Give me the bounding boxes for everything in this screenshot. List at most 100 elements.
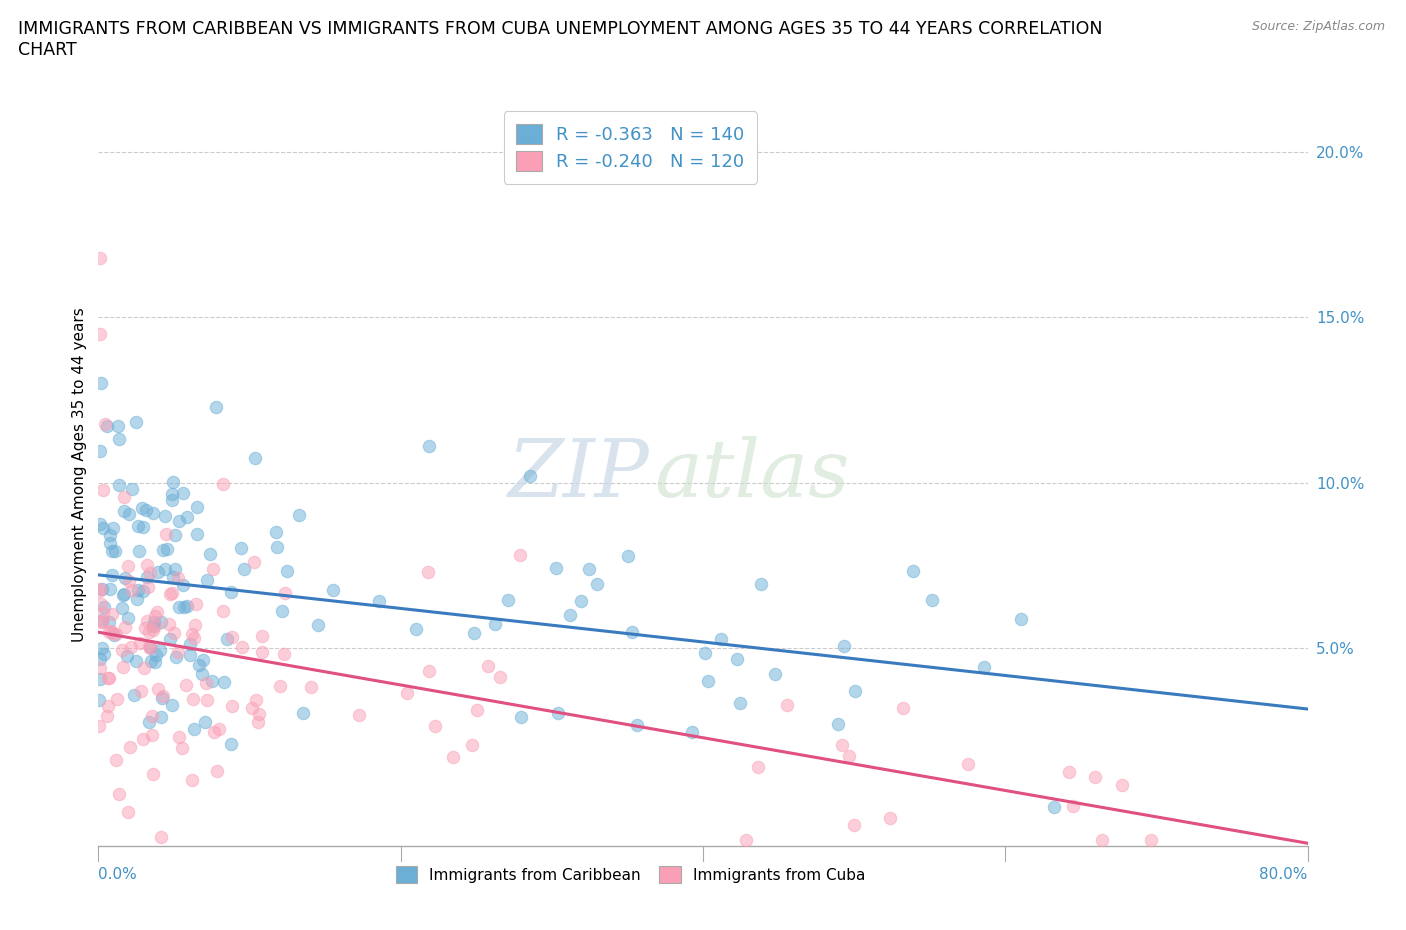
Point	[139, 654, 162, 669]
Point	[172, 578, 194, 592]
Point	[91, 613, 114, 628]
Point	[212, 477, 235, 492]
Point	[176, 677, 198, 692]
Point	[107, 432, 129, 446]
Point	[167, 513, 190, 528]
Point	[105, 626, 128, 641]
Point	[921, 592, 943, 607]
Point	[127, 591, 149, 606]
Point	[141, 727, 163, 742]
Point	[725, 651, 748, 666]
Point	[838, 749, 860, 764]
Point	[172, 485, 194, 500]
Point	[98, 614, 121, 629]
Point	[89, 652, 111, 667]
Point	[194, 714, 217, 729]
Point	[94, 416, 117, 431]
Point	[201, 673, 224, 688]
Point	[221, 698, 243, 713]
Point	[1140, 832, 1163, 847]
Point	[266, 539, 288, 554]
Point	[111, 643, 134, 658]
Point	[749, 577, 772, 591]
Point	[271, 604, 294, 618]
Point	[90, 581, 112, 596]
Point	[243, 450, 266, 465]
Text: 0.0%: 0.0%	[98, 867, 138, 883]
Point	[1111, 777, 1133, 792]
Point	[578, 562, 600, 577]
Point	[219, 737, 242, 751]
Point	[170, 740, 193, 755]
Point	[114, 571, 136, 586]
Point	[112, 490, 135, 505]
Point	[127, 518, 149, 533]
Point	[396, 685, 419, 700]
Point	[111, 659, 134, 674]
Point	[186, 499, 208, 514]
Point	[131, 732, 153, 747]
Point	[146, 565, 169, 580]
Point	[91, 605, 114, 620]
Point	[194, 676, 217, 691]
Point	[117, 804, 139, 819]
Point	[90, 376, 112, 391]
Point	[322, 583, 344, 598]
Point	[121, 482, 143, 497]
Point	[93, 646, 115, 661]
Point	[150, 615, 173, 630]
Point	[173, 600, 195, 615]
Point	[127, 583, 149, 598]
Point	[728, 696, 751, 711]
Point	[136, 579, 159, 594]
Point	[98, 527, 121, 542]
Point	[477, 658, 499, 673]
Point	[710, 632, 733, 647]
Point	[160, 486, 183, 501]
Point	[114, 619, 136, 634]
Point	[96, 418, 118, 433]
Point	[245, 693, 267, 708]
Point	[250, 644, 273, 659]
Point	[120, 740, 142, 755]
Point	[141, 709, 163, 724]
Point	[153, 509, 176, 524]
Point	[180, 627, 202, 642]
Point	[87, 583, 110, 598]
Point	[143, 615, 166, 630]
Point	[842, 817, 865, 832]
Point	[763, 666, 786, 681]
Text: IMMIGRANTS FROM CARIBBEAN VS IMMIGRANTS FROM CUBA UNEMPLOYMENT AMONG AGES 35 TO : IMMIGRANTS FROM CARIBBEAN VS IMMIGRANTS …	[18, 20, 1102, 38]
Point	[121, 583, 143, 598]
Point	[132, 584, 155, 599]
Point	[827, 716, 849, 731]
Text: CHART: CHART	[18, 41, 77, 59]
Point	[134, 620, 156, 635]
Point	[125, 654, 148, 669]
Text: 80.0%: 80.0%	[1260, 867, 1308, 883]
Point	[117, 611, 139, 626]
Point	[112, 588, 135, 603]
Point	[231, 640, 253, 655]
Point	[114, 587, 136, 602]
Point	[135, 502, 157, 517]
Point	[89, 326, 111, 341]
Point	[205, 400, 228, 415]
Point	[98, 536, 121, 551]
Point	[115, 648, 138, 663]
Point	[131, 501, 153, 516]
Point	[291, 705, 314, 720]
Point	[90, 597, 112, 612]
Point	[91, 482, 114, 497]
Point	[89, 672, 111, 687]
Point	[132, 520, 155, 535]
Point	[156, 542, 179, 557]
Point	[681, 724, 703, 739]
Point	[212, 674, 235, 689]
Point	[104, 543, 127, 558]
Point	[879, 810, 901, 825]
Point	[136, 614, 159, 629]
Point	[117, 574, 139, 589]
Point	[1091, 832, 1114, 847]
Point	[153, 562, 176, 577]
